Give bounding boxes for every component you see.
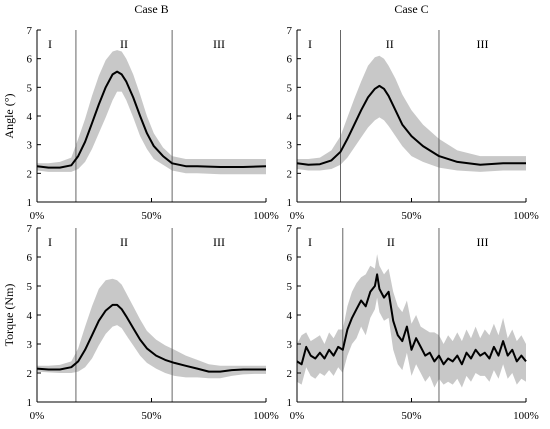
y-tick-label: 1 [287,397,293,409]
y-tick-label: 6 [27,54,33,66]
chart-title: Case C [394,2,428,16]
phase-label: III [476,37,488,51]
phase-label: II [387,235,395,249]
y-tick-label: 7 [27,25,33,37]
y-tick-label: 4 [287,310,293,322]
y-tick-label: 2 [27,368,33,380]
y-tick-label: 1 [27,197,33,209]
phase-label: III [476,235,488,249]
x-tick-label: 0% [30,410,45,422]
variability-band [297,254,526,388]
y-tick-label: 2 [287,168,293,180]
y-tick-label: 2 [27,168,33,180]
y-tick-label: 7 [287,223,293,235]
y-tick-label: 3 [287,339,293,351]
y-tick-label: 7 [287,25,293,37]
x-tick-label: 100% [253,210,279,222]
y-tick-label: 1 [27,397,33,409]
y-tick-label: 5 [27,82,33,94]
x-tick-label: 100% [253,410,279,422]
y-tick-label: 3 [27,140,33,152]
y-tick-label: 7 [27,223,33,235]
x-tick-label: 50% [141,410,161,422]
mean-line [296,84,526,166]
y-tick-label: 1 [287,197,293,209]
x-tick-label: 50% [401,410,421,422]
x-tick-label: 0% [30,210,45,222]
x-tick-label: 0% [290,210,305,222]
phase-label: I [48,37,52,51]
x-tick-label: 50% [401,210,421,222]
y-tick-label: 3 [27,339,33,351]
y-tick-label: 6 [287,252,293,264]
y-tick-label: 4 [27,310,33,322]
phase-label: I [308,235,312,249]
y-tick-label: 6 [287,54,293,66]
x-tick-label: 0% [290,410,305,422]
y-tick-label: 5 [27,281,33,293]
x-tick-label: 100% [513,210,539,222]
y-tick-label: 6 [27,252,33,264]
phase-label: I [308,37,312,51]
y-axis-label: Angle (°) [2,93,16,138]
y-tick-label: 4 [27,111,33,123]
phase-label: II [120,235,128,249]
y-tick-label: 5 [287,281,293,293]
phase-label: II [120,37,128,51]
chart-title: Case B [134,2,168,16]
y-tick-label: 2 [287,368,293,380]
mean-line [296,273,527,366]
phase-label: III [213,235,225,249]
variability-band [37,50,266,175]
y-tick-label: 4 [287,111,293,123]
mean-line [36,70,267,169]
x-tick-label: 50% [141,210,161,222]
y-tick-label: 3 [287,140,293,152]
x-tick-label: 100% [513,410,539,422]
phase-label: I [48,235,52,249]
mean-line [36,303,266,373]
variability-band [37,278,266,379]
y-tick-label: 5 [287,82,293,94]
phase-label: III [213,37,225,51]
y-axis-label: Torque (Nm) [2,284,16,347]
variability-band [297,55,526,172]
phase-label: II [386,37,394,51]
